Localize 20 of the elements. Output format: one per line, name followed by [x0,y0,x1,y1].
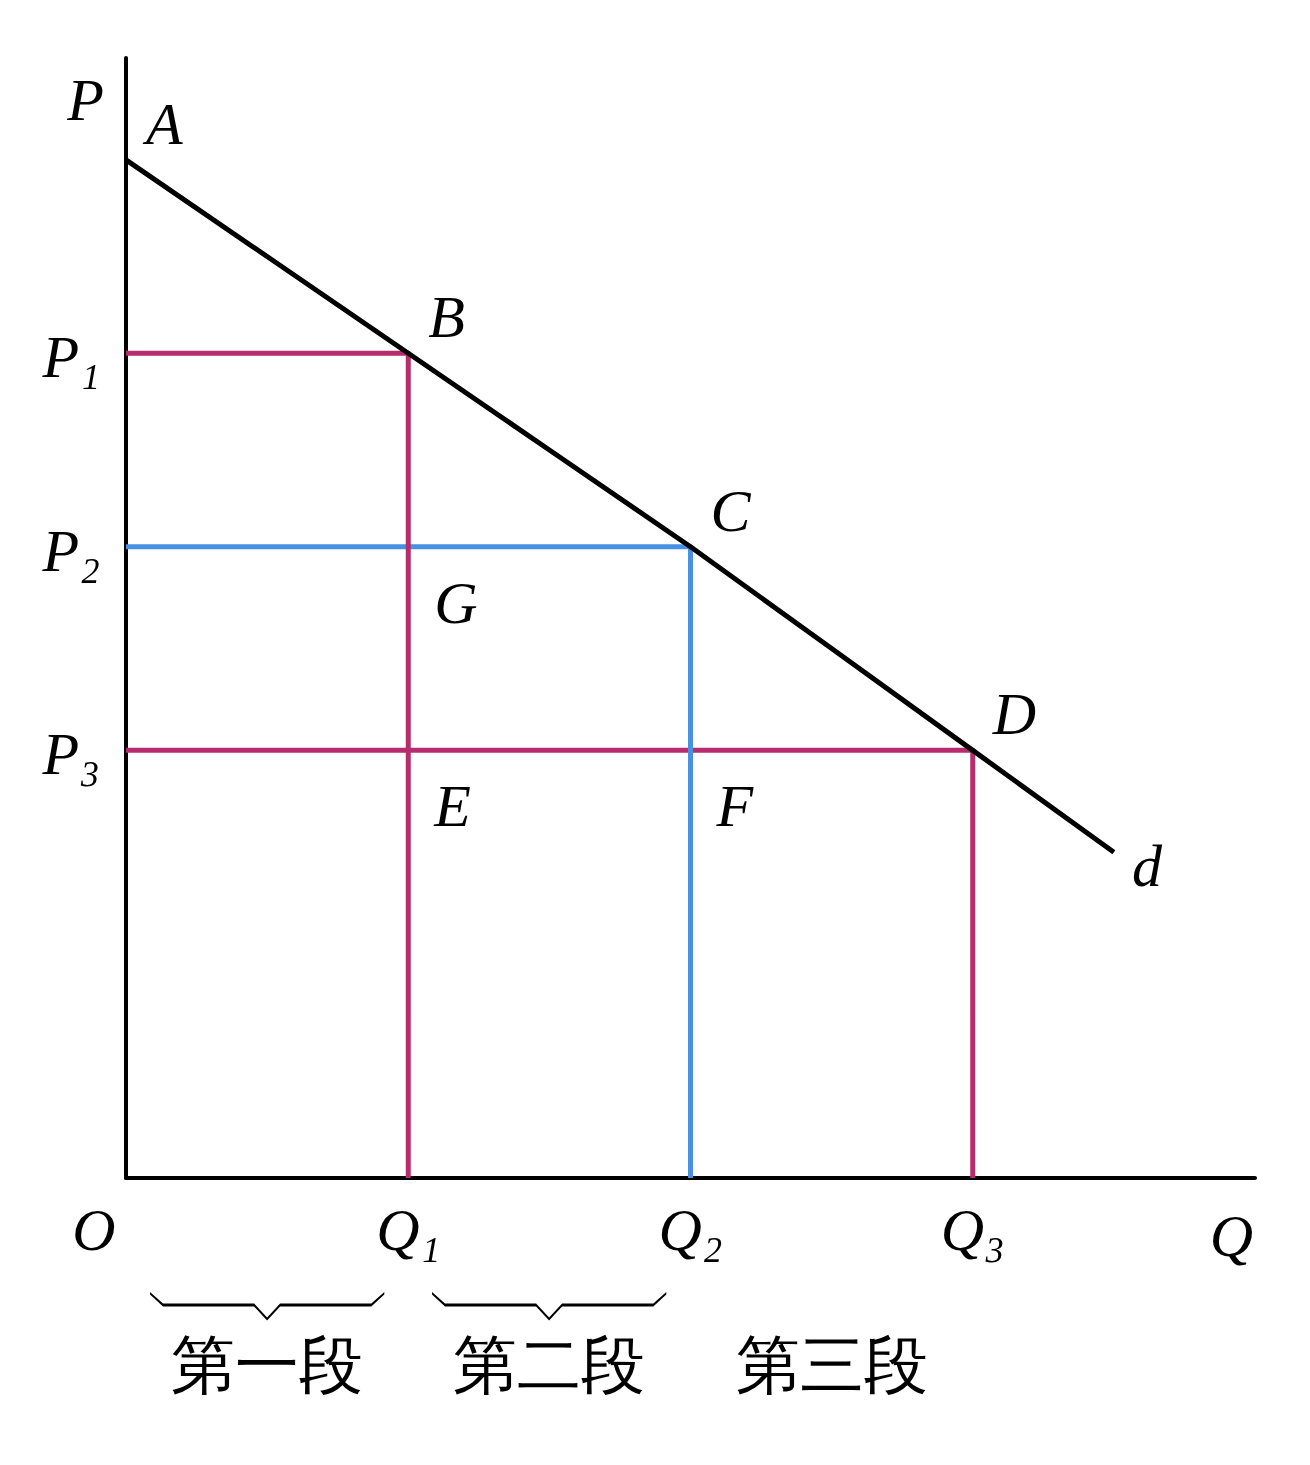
annotation: A [142,90,183,157]
series-label: d [1131,833,1163,900]
annotation: P₃ [41,721,100,788]
annotation: E [433,773,471,840]
text: 第三段 [735,1329,928,1401]
annotation: B [428,284,465,351]
annotation: F [715,773,755,840]
annotation: G [434,569,478,636]
text: 第一段 [171,1329,364,1401]
x-tick-label: Q₃ [940,1197,1005,1263]
y-axis-title: P [66,67,104,133]
text: 第二段 [453,1329,646,1401]
annotation: D [991,681,1037,748]
x-axis-title: Q [1209,1203,1253,1269]
x-tick-label: O [72,1197,116,1263]
x-tick-label: Q₂ [658,1197,723,1263]
annotation: P₁ [41,324,100,391]
annotation: C [710,477,752,544]
annotation: P₂ [41,517,100,584]
x-tick-label: Q₁ [376,1197,441,1263]
